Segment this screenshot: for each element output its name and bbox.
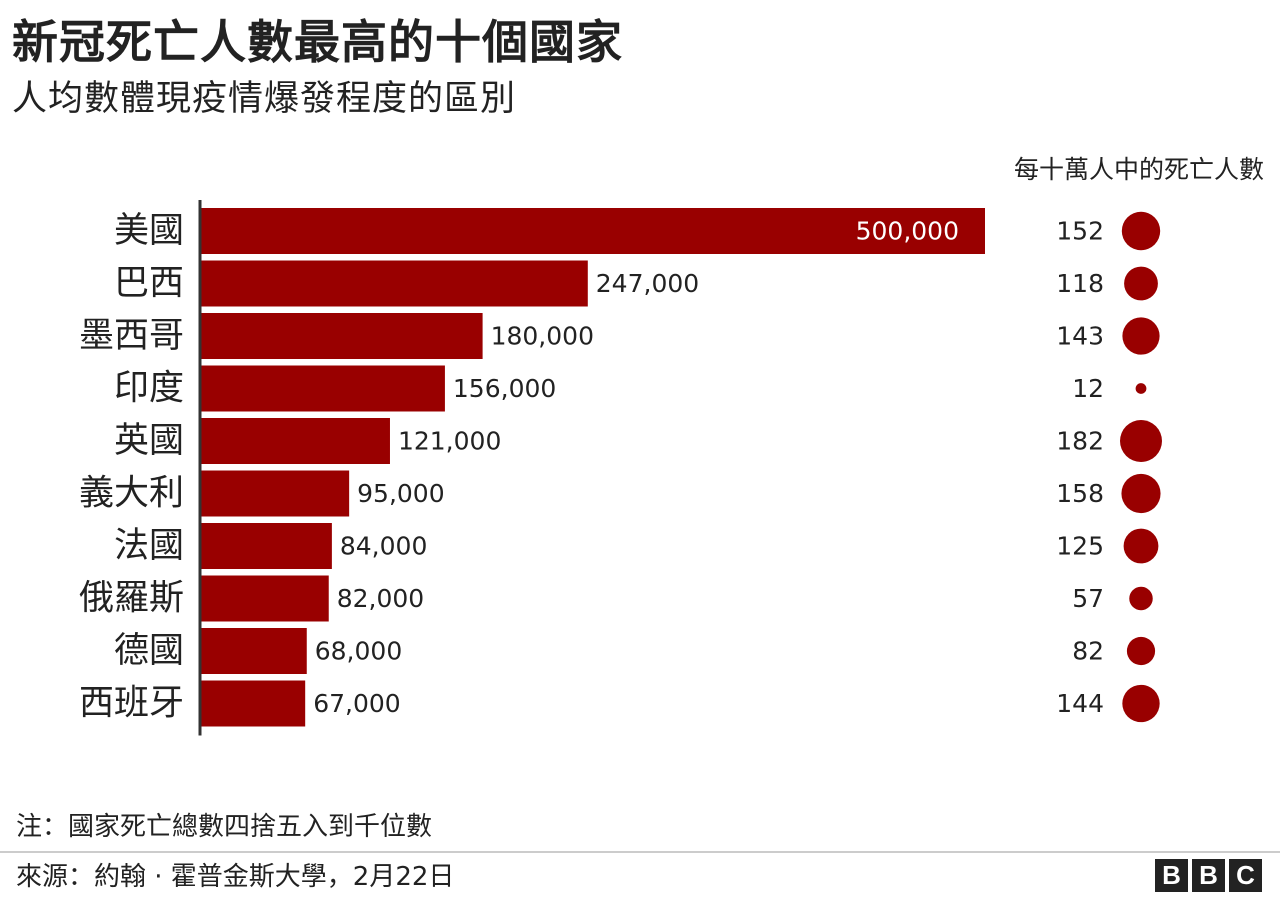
bar-value-label: 180,000 — [491, 322, 594, 351]
per-capita-circle — [1122, 317, 1160, 355]
bar-value-label: 247,000 — [596, 269, 699, 298]
per-capita-value: 143 — [1056, 322, 1104, 351]
bar — [200, 418, 390, 464]
per-capita-circle — [1135, 383, 1147, 394]
per-capita-value: 12 — [1072, 374, 1104, 403]
chart-subtitle: 人均數體現疫情爆發程度的區別 — [12, 79, 517, 119]
bar — [200, 680, 306, 727]
category-label: 印度 — [114, 369, 184, 409]
bar — [200, 523, 332, 569]
bar — [200, 575, 329, 622]
chart-title: 新冠死亡人數最高的十個國家 — [12, 15, 623, 69]
bar — [200, 470, 350, 517]
per-capita-value: 118 — [1056, 269, 1104, 298]
bar-value-label: 500,000 — [856, 217, 959, 246]
per-capita-circle — [1122, 684, 1160, 723]
category-label: 法國 — [114, 526, 184, 566]
bar — [200, 260, 588, 307]
bar — [200, 208, 985, 254]
category-label: 墨西哥 — [79, 316, 184, 356]
footer-divider — [0, 851, 1280, 853]
per-capita-value: 152 — [1056, 217, 1104, 246]
per-capita-circle — [1129, 586, 1153, 611]
bar — [200, 628, 307, 674]
category-label: 美國 — [114, 211, 184, 251]
bar-value-label: 121,000 — [398, 427, 501, 456]
bar-chart: 美國 500,000 152 巴西 247,000 118 墨西哥 180,000 143 印度 1… — [79, 200, 1162, 736]
logo-letter: B — [1155, 859, 1188, 892]
per-capita-circle — [1121, 211, 1161, 251]
category-label: 義大利 — [79, 474, 184, 514]
per-capita-value: 182 — [1056, 427, 1104, 456]
bbc-logo: B B C — [1155, 859, 1262, 892]
per-capita-value: 144 — [1056, 689, 1104, 718]
per-capita-value: 57 — [1072, 584, 1104, 613]
per-capita-circle — [1126, 636, 1156, 666]
bar — [200, 365, 445, 412]
per-capita-circle — [1123, 528, 1159, 564]
per-capita-circle — [1124, 266, 1158, 301]
category-label: 俄羅斯 — [79, 579, 184, 619]
bar-value-label: 82,000 — [337, 584, 424, 613]
per-capita-value: 158 — [1056, 479, 1104, 508]
bar-value-label: 68,000 — [315, 637, 402, 666]
footnote: 注：國家死亡總數四捨五入到千位數 — [16, 812, 433, 842]
bar-value-label: 84,000 — [340, 532, 427, 561]
per-capita-value: 125 — [1056, 532, 1104, 561]
category-label: 西班牙 — [79, 684, 184, 724]
logo-letter: B — [1192, 859, 1225, 892]
bar-value-label: 67,000 — [313, 689, 400, 718]
category-label: 英國 — [114, 421, 184, 461]
source-credit: 來源：約翰 · 霍普金斯大學，2月22日 — [16, 862, 455, 892]
per-capita-circle — [1121, 473, 1161, 514]
logo-letter: C — [1229, 859, 1262, 892]
bar — [200, 313, 483, 359]
bar-value-label: 95,000 — [357, 479, 444, 508]
bar-value-label: 156,000 — [453, 374, 556, 403]
category-label: 德國 — [114, 631, 184, 671]
category-label: 巴西 — [114, 264, 184, 304]
per-capita-value: 82 — [1072, 637, 1104, 666]
per-capita-column-header: 每十萬人中的死亡人數 — [1013, 155, 1264, 184]
per-capita-circle — [1120, 420, 1162, 462]
